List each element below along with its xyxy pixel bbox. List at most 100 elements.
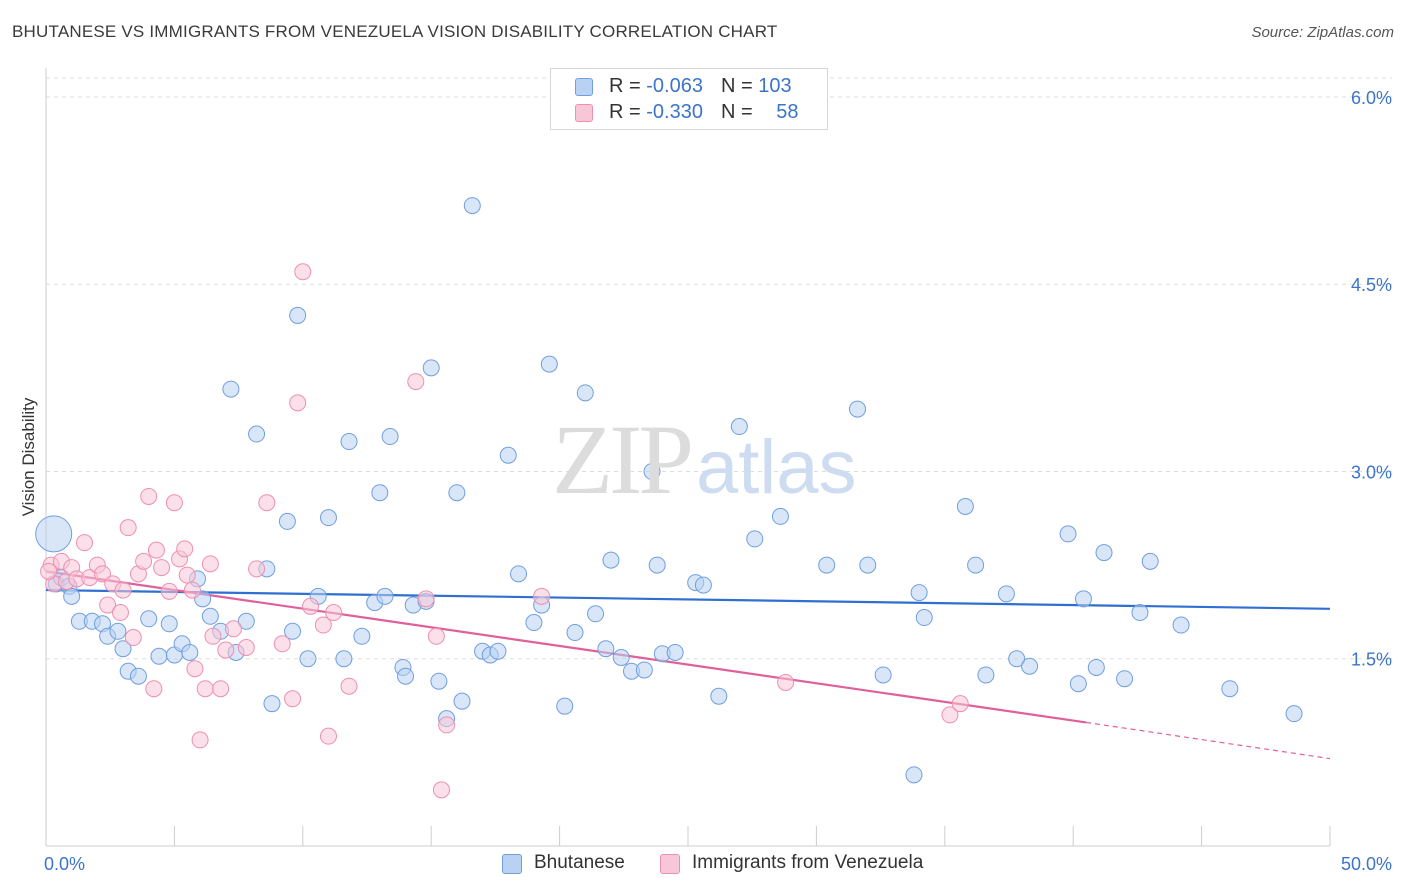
trend-lines: [45, 570, 1331, 760]
bhutanese-point: [587, 605, 605, 623]
venezuela-point: [248, 560, 266, 578]
bhutanese-point: [463, 197, 481, 215]
venezuela-point: [178, 566, 196, 584]
bhutanese-point: [376, 587, 394, 605]
correlation-legend: R = -0.063 N = 103 R = -0.330 N = 58: [550, 68, 828, 130]
bhutanese-point: [299, 650, 317, 668]
tick-labels: 1.5% 3.0% 4.5% 6.0% 0.0% 50.0% Vision Disabili…: [19, 88, 1392, 874]
venezuela-point: [407, 373, 425, 391]
gridlines: [46, 77, 1392, 660]
venezuela-point: [191, 731, 209, 749]
bhutanese-point: [150, 647, 168, 665]
venezuela-swatch: [575, 104, 593, 122]
venezuela-point: [153, 559, 171, 577]
venezuela-point: [533, 587, 551, 605]
bhutanese-point: [63, 587, 81, 605]
bhutanese-point: [222, 380, 240, 398]
bhutanese-point: [1141, 552, 1159, 570]
bhutanese-point: [1095, 544, 1113, 562]
venezuela-point: [294, 263, 312, 281]
source-label: Source: ZipAtlas.com: [1251, 24, 1394, 41]
bhutanese-point: [381, 428, 399, 446]
bhutanese-point: [237, 612, 255, 630]
y-tick-label: 3.0%: [1351, 462, 1392, 482]
bhutanese-swatch: [575, 78, 593, 96]
bhutanese-point: [818, 556, 836, 574]
venezuela-point: [224, 620, 242, 638]
bhutanese-point: [694, 576, 712, 594]
bhutanese-point: [915, 609, 933, 627]
bhutanese-point: [666, 644, 684, 661]
bhutanese-point: [525, 614, 543, 632]
bhutanese-point: [1059, 525, 1077, 543]
venezuela-point: [196, 680, 214, 698]
bhutanese-point: [340, 433, 358, 451]
bhutanese-point: [1131, 604, 1149, 622]
bhutanese-point: [371, 484, 389, 502]
bhutanese-point: [397, 667, 415, 685]
bhutanese-point: [201, 607, 219, 625]
bhutanese-point: [848, 400, 866, 418]
bhutanese-point: [1221, 680, 1239, 698]
bhutanese-legend-swatch: [502, 854, 522, 874]
venezuela-point: [147, 541, 165, 559]
bhutanese-point: [422, 359, 440, 377]
bhutanese-point: [556, 697, 574, 715]
bhutanese-point: [140, 610, 158, 628]
venezuela-point: [111, 604, 129, 622]
bhutanese-point: [967, 556, 985, 574]
bhutanese-point: [730, 418, 748, 436]
venezuela-point: [302, 597, 320, 615]
bhutanese-point: [289, 306, 307, 324]
venezuela-trend-extension: [1085, 721, 1331, 760]
bhutanese-point: [910, 584, 928, 602]
bhutanese-point: [1008, 650, 1026, 668]
bhutanese-point: [576, 384, 594, 402]
y-tick-label: 6.0%: [1351, 88, 1392, 108]
bhutanese-point: [114, 640, 132, 658]
venezuela-point: [99, 596, 117, 614]
venezuela-point: [76, 534, 94, 552]
venezuela-n-value: 58: [776, 101, 799, 123]
venezuela-point: [237, 639, 255, 657]
venezuela-point: [951, 695, 969, 713]
bhutanese-point: [248, 425, 266, 443]
chart-title: BHUTANESE VS IMMIGRANTS FROM VENEZUELA V…: [12, 22, 778, 41]
venezuela-point: [438, 716, 456, 734]
bhutanese-point: [1021, 657, 1039, 675]
venezuela-point: [284, 690, 302, 708]
venezuela-point: [119, 519, 137, 537]
bhutanese-point: [109, 622, 127, 640]
bhutanese-point: [499, 446, 517, 464]
series-legend: Bhutanese Immigrants from Venezuela: [0, 852, 1406, 876]
y-tick-label: 1.5%: [1351, 650, 1392, 670]
bhutanese-point: [635, 661, 653, 679]
bhutanese-point: [284, 622, 302, 640]
bhutanese-n-value: 103: [758, 75, 792, 97]
bhutanese-point: [335, 650, 353, 668]
bhutanese-point: [278, 512, 296, 530]
venezuela-r-value: -0.330: [646, 101, 703, 123]
venezuela-point: [941, 706, 959, 724]
venezuela-point: [40, 562, 58, 580]
bhutanese-point: [602, 551, 620, 569]
venezuela-point: [145, 680, 163, 698]
bhutanese-legend-label: Bhutanese: [534, 852, 625, 873]
bhutanese-point: [648, 556, 666, 574]
bhutanese-point: [905, 766, 923, 784]
venezuela-point: [777, 673, 795, 691]
venezuela-point: [160, 582, 178, 600]
bhutanese-point: [430, 672, 448, 690]
venezuela-point: [340, 677, 358, 695]
bhutanese-point: [566, 624, 584, 642]
bhutanese-point: [977, 666, 995, 684]
bhutanese-point: [453, 692, 471, 710]
bhutanese-point: [263, 695, 281, 713]
bhutanese-point: [859, 556, 877, 574]
bhutanese-point: [35, 515, 73, 553]
bhutanese-point: [746, 530, 764, 548]
venezuela-point: [176, 540, 194, 558]
venezuela-point: [417, 590, 435, 608]
venezuela-legend-label: Immigrants from Venezuela: [692, 852, 924, 873]
